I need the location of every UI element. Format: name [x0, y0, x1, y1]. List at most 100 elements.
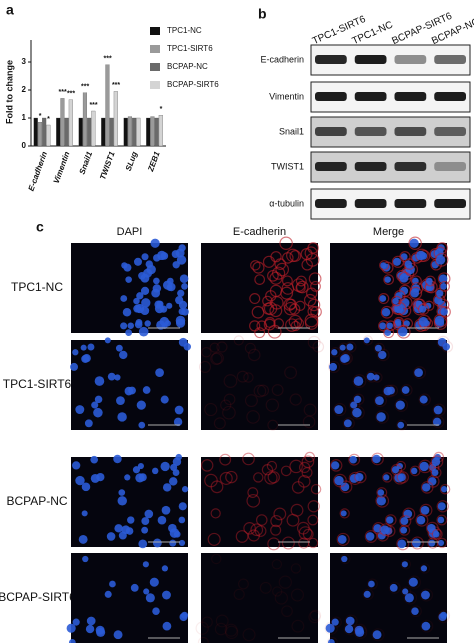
ecad-signal: [286, 513, 300, 527]
blot-band: [394, 92, 427, 101]
nucleus: [345, 616, 355, 626]
ecad-signal: [431, 528, 443, 540]
ecad-signal: [307, 500, 320, 513]
nucleus: [419, 395, 428, 404]
ecad-signal: [224, 625, 239, 640]
nucleus: [81, 510, 88, 517]
nucleus: [355, 472, 364, 482]
nucleus: [400, 517, 409, 525]
nucleus: [117, 412, 127, 422]
bar: [109, 117, 114, 147]
nucleus: [440, 486, 448, 493]
ecad-signal: [417, 303, 430, 315]
nucleus: [124, 474, 131, 481]
ecad-signal: [201, 616, 213, 628]
ecad-signal: [345, 341, 357, 353]
ecad-signal: [409, 286, 423, 300]
ecad-signal: [279, 236, 293, 251]
nucleus: [177, 289, 185, 297]
nucleus: [416, 515, 426, 525]
nucleus: [340, 354, 349, 363]
bar: [78, 117, 83, 147]
nucleus: [68, 639, 76, 643]
ecad-signal: [348, 453, 361, 466]
ecad-signal: [267, 471, 280, 484]
nucleus: [94, 376, 105, 386]
ecad-signal: [210, 352, 223, 366]
nucleus: [117, 496, 127, 506]
nucleus: [383, 474, 390, 481]
nucleus: [428, 539, 436, 547]
ecad-signal: [242, 628, 256, 642]
ecad-signal: [233, 335, 244, 346]
ecad-signal: [362, 588, 374, 600]
nucleus: [438, 274, 448, 283]
ecad-signal: [247, 487, 259, 498]
ecad-signal: [430, 455, 444, 469]
nucleus: [120, 295, 128, 302]
nucleus: [431, 469, 439, 476]
ecad-signal: [262, 295, 273, 307]
micrograph: [201, 340, 318, 430]
ecad-signal: [204, 402, 218, 417]
nucleus: [353, 395, 362, 404]
significance: *: [160, 106, 163, 113]
ecad-signal: [289, 393, 302, 406]
ecad-signal: [265, 398, 280, 412]
nucleus: [339, 344, 346, 351]
nucleus: [410, 288, 420, 298]
ecad-signal: [403, 258, 416, 270]
blot-band: [354, 55, 387, 64]
nucleus: [173, 417, 183, 427]
bar: [158, 115, 163, 147]
nucleus: [96, 472, 105, 482]
ecad-signal: [410, 605, 422, 618]
nucleus: [115, 344, 123, 352]
nucleus: [113, 630, 123, 640]
ecad-signal: [330, 616, 342, 628]
ecad-signal: [264, 471, 278, 485]
ecad-signal: [281, 282, 295, 295]
ecad-signal: [273, 507, 287, 521]
ecad-signal: [200, 459, 214, 472]
ecad-signal: [379, 260, 390, 271]
ecad-signal: [290, 588, 305, 602]
ecad-signal: [246, 494, 261, 508]
nucleus: [138, 539, 148, 549]
ecad-signal: [267, 324, 282, 339]
nucleus: [93, 407, 103, 418]
ecad-signal: [298, 461, 311, 474]
nucleus: [440, 308, 448, 316]
nucleus: [96, 627, 106, 637]
blot-band: [434, 127, 466, 136]
blot-band: [434, 92, 466, 101]
nucleus: [397, 421, 405, 429]
ecad-signal: [376, 487, 388, 498]
nucleus: [372, 454, 381, 464]
y-tick-label: 0: [22, 141, 27, 150]
nucleus: [141, 517, 150, 525]
ecad-signal: [380, 305, 394, 319]
ecad-signal: [270, 514, 283, 528]
ecad-signal: [307, 514, 319, 526]
ecad-signal: [247, 348, 261, 362]
ecad-signal: [413, 366, 427, 380]
nucleus: [91, 401, 99, 409]
ecad-signal: [395, 460, 407, 472]
nucleus: [150, 238, 160, 248]
nucleus: [172, 457, 182, 466]
sample-label: TPC1-NC: [11, 280, 63, 294]
ecad-signal: [415, 248, 429, 263]
ecad-signal: [310, 305, 322, 318]
nucleus: [125, 276, 132, 283]
ecad-signal: [420, 481, 434, 494]
nucleus: [104, 337, 111, 344]
ecad-signal: [426, 475, 440, 488]
ecad-signal: [223, 374, 238, 388]
ecad-signal: [393, 471, 407, 485]
ecad-signal: [398, 271, 412, 285]
panel-label: a: [6, 2, 14, 18]
ecad-signal: [305, 253, 320, 267]
nucleus: [81, 482, 91, 492]
